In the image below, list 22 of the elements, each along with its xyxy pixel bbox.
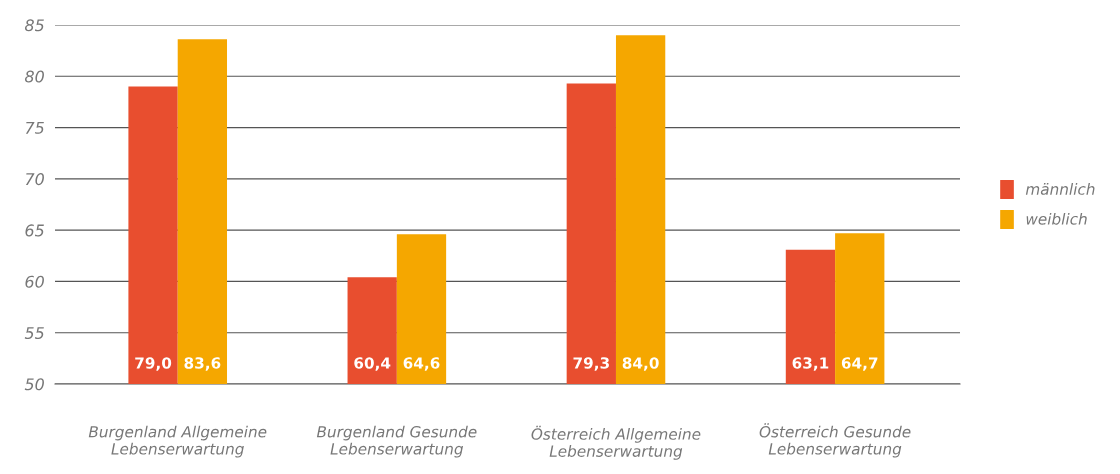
data-label: 64,7 bbox=[841, 357, 878, 371]
y-tick-label: 60 bbox=[25, 275, 44, 288]
y-tick-label: 70 bbox=[25, 173, 44, 186]
data-label: 79,0 bbox=[135, 357, 172, 371]
x-tick-label: Österreich Gesunde Lebenserwartung bbox=[759, 423, 911, 458]
y-tick-label: 75 bbox=[25, 121, 44, 134]
legend-label: männlich bbox=[1025, 183, 1095, 195]
y-tick-label: 55 bbox=[24, 327, 44, 340]
data-label: 79,3 bbox=[573, 357, 609, 371]
y-tick-label: 85 bbox=[24, 19, 44, 32]
y-tick-label: 65 bbox=[25, 224, 44, 237]
x-tick-label: Burgenland Gesunde Lebenserwartung bbox=[316, 425, 477, 458]
y-tick-label: 50 bbox=[24, 378, 44, 391]
x-tick-label: Österreich Allgemeine Lebenserwartung bbox=[531, 425, 701, 460]
data-label: 63,1 bbox=[792, 357, 829, 371]
data-label: 64,6 bbox=[403, 357, 440, 371]
data-label: 84,0 bbox=[622, 357, 659, 371]
x-tick-label: Burgenland Allgemeine Lebenserwartung bbox=[88, 425, 267, 458]
data-label: 83,6 bbox=[184, 357, 221, 371]
data-label: 60,4 bbox=[354, 357, 391, 371]
y-tick-label: 80 bbox=[24, 70, 44, 83]
legend-label: weiblich bbox=[1026, 212, 1087, 225]
